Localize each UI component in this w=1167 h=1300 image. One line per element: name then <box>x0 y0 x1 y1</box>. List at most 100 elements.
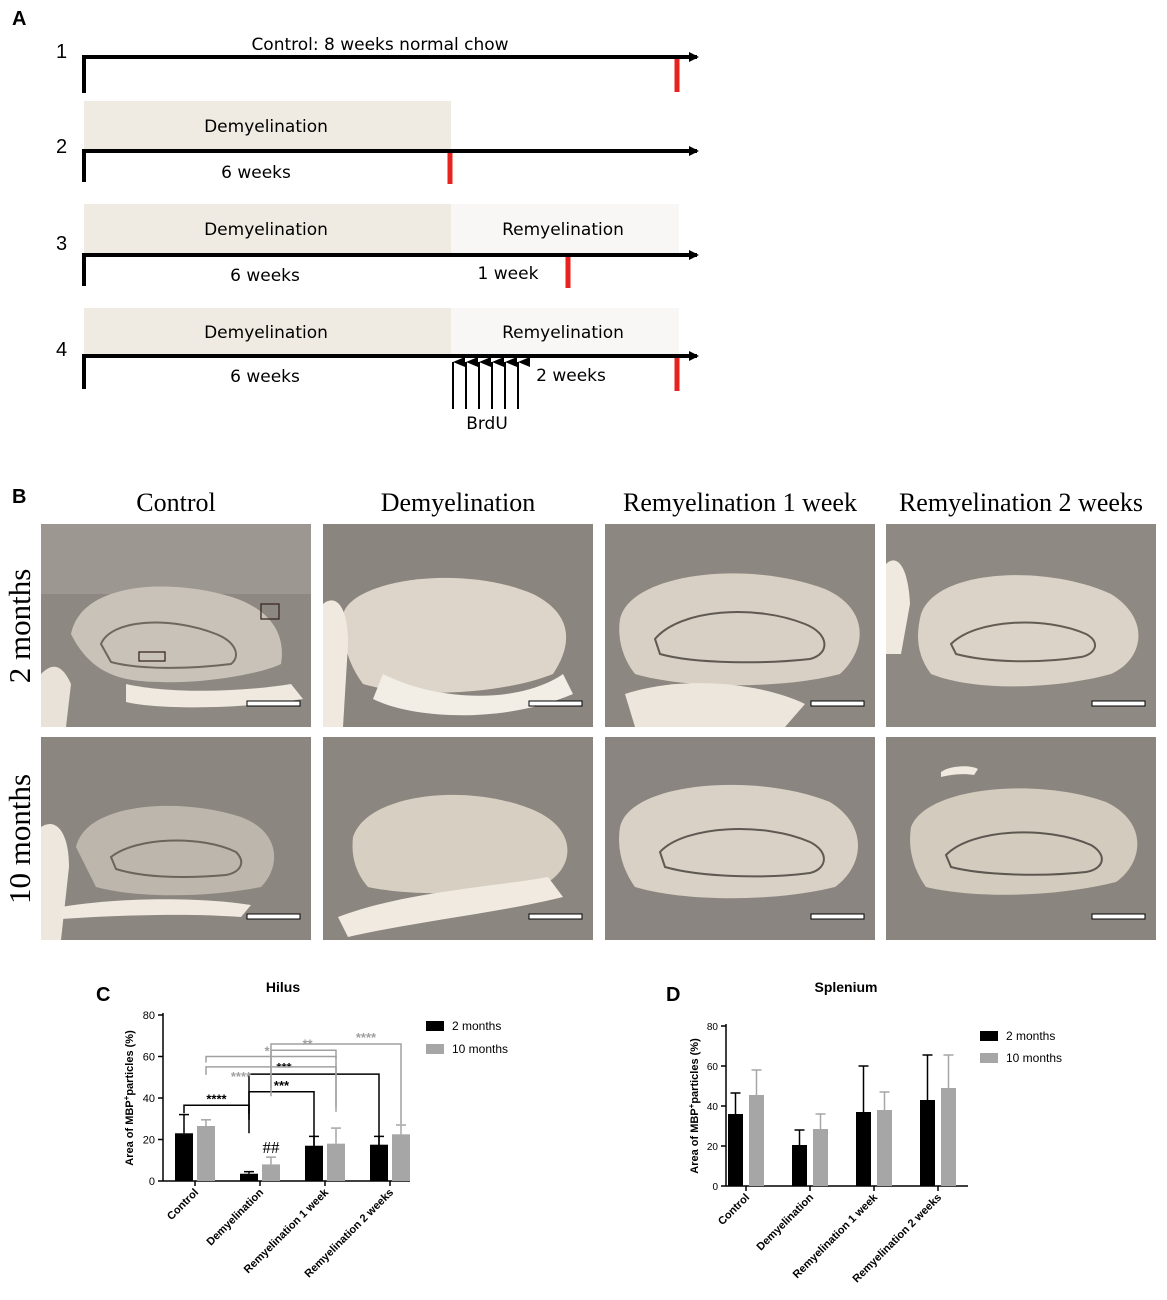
timeline-row-2-number: 2 <box>56 136 67 158</box>
y-axis-label-suffix: particles (%) <box>124 1030 136 1096</box>
bar-10-months-0 <box>749 1095 764 1186</box>
hash-significance-mark: ## <box>263 1138 281 1157</box>
micrograph-2m-remyelination-2-weeks <box>886 524 1156 727</box>
micrograph-10m-remyelination-2-weeks <box>886 737 1156 940</box>
micrograph-row-2-months-wrap: 2 months <box>2 524 38 727</box>
timeline-row-1-title: Control: 8 weeks normal chow <box>251 35 508 55</box>
bar-10-months-2 <box>877 1110 892 1186</box>
legend-swatch-1 <box>980 1053 998 1063</box>
x-category-label: Demyelination <box>754 1191 816 1253</box>
x-category-label: Demyelination <box>204 1186 266 1248</box>
bar-10-months-3 <box>941 1088 956 1186</box>
sig-bracket-control-vs-demyelination <box>183 1104 250 1134</box>
y-tick-label: 20 <box>707 1142 719 1153</box>
timeline-row-4-phase1-label: Demyelination <box>204 323 328 343</box>
y-axis-label-prefix: Area of MBP <box>124 1100 136 1165</box>
bar-10-months-1 <box>262 1164 280 1181</box>
y-tick-label: 60 <box>143 1052 155 1064</box>
bar-10-months-0 <box>197 1126 215 1181</box>
timeline-diagram: 1 Control: 8 weeks normal chow 2 Demyeli… <box>56 35 699 434</box>
bar-10-months-3 <box>392 1134 410 1181</box>
hilus-bar-chart: Hilus 0 20 40 60 80 Area of MBP+particles (%) C… <box>122 979 508 1280</box>
timeline-row-3-phase2-label: Remyelination <box>502 220 624 240</box>
timeline-row-2-duration: 6 weeks <box>221 163 291 183</box>
brdu-label: BrdU <box>466 414 508 434</box>
bar-2-months-1 <box>240 1173 258 1181</box>
y-tick-label: 0 <box>712 1182 718 1193</box>
brdu-injection-arrows <box>452 357 530 409</box>
sig-bracket-demyelination-vs-remyelination-2w <box>248 1073 380 1157</box>
y-axis-label: Area of MBP+particles (%) <box>687 1038 701 1174</box>
bar-2-months-1 <box>792 1145 807 1186</box>
micrograph-row-10-months-wrap: 10 months <box>2 737 38 940</box>
x-category-label: Control <box>165 1187 201 1223</box>
micrograph-column-demyelination: Demyelination <box>380 488 536 517</box>
y-axis-label-prefix: Area of MBP <box>689 1108 701 1173</box>
micrograph-2m-control <box>41 524 311 727</box>
legend-swatch-1 <box>426 1044 444 1054</box>
sig-stars-gray-demyelination-vs-remyelination-2w: **** <box>356 1030 377 1045</box>
sig-bracket-demyelination-vs-remyelination-1w <box>248 1091 315 1178</box>
y-tick-label: 60 <box>707 1062 719 1073</box>
timeline-row-4-remyelination-box <box>451 308 679 356</box>
micrograph-column-remyelination-1-week: Remyelination 1 week <box>623 488 857 517</box>
legend-label-1: 10 months <box>1006 1051 1062 1065</box>
bar-2-months-2 <box>856 1112 871 1186</box>
bar-2-months-3 <box>370 1144 388 1181</box>
sig-bracket-gray-demyelination-vs-remyelination-2w <box>270 1043 402 1125</box>
micrograph-10m-control <box>41 737 311 940</box>
timeline-row-3-demyelination-box <box>84 204 451 253</box>
sig-stars-control-vs-demyelination: **** <box>206 1091 227 1106</box>
timeline-row-2-phase-label: Demyelination <box>204 117 328 137</box>
sig-stars-gray-demyelination-vs-remyelination-1w: * <box>264 1044 270 1059</box>
chart-title: Hilus <box>266 979 300 995</box>
y-axis-label-superscript: + <box>687 1103 696 1108</box>
timeline-row-4-number: 4 <box>56 339 67 361</box>
micrograph-row-2-months: 2 months <box>2 568 37 683</box>
panel-label-a: A <box>12 8 27 30</box>
bar-2-months-0 <box>175 1133 193 1181</box>
timeline-row-3-duration1: 6 weeks <box>230 266 300 286</box>
legend-label-0: 2 months <box>1006 1029 1055 1043</box>
timeline-row-3-number: 3 <box>56 233 67 255</box>
timeline-row-1-number: 1 <box>56 41 67 63</box>
splenium-bar-chart: Splenium 0 20 40 60 80 Area of MBP+particles (… <box>687 979 1062 1285</box>
timeline-row-3-duration2: 1 week <box>478 264 539 284</box>
micrograph-2m-remyelination-1-week <box>605 524 875 727</box>
legend-label-0: 2 months <box>452 1019 501 1033</box>
sig-stars-demyelination-vs-remyelination-2w: *** <box>276 1060 292 1075</box>
legend-label-1: 10 months <box>452 1042 508 1056</box>
timeline-row-3-phase1-label: Demyelination <box>204 220 328 240</box>
bar-2-months-3 <box>920 1100 935 1186</box>
timeline-row-4-phase2-label: Remyelination <box>502 323 624 343</box>
panel-label-c: C <box>96 984 111 1006</box>
bar-10-months-1 <box>813 1129 828 1186</box>
legend-swatch-0 <box>426 1021 444 1031</box>
y-tick-label: 80 <box>707 1022 719 1033</box>
micrograph-column-remyelination-2-weeks: Remyelination 2 weeks <box>898 488 1144 517</box>
y-tick-label: 80 <box>143 1010 155 1022</box>
sig-stars-demyelination-vs-remyelination-1w: *** <box>274 1078 290 1093</box>
panel-label-d: D <box>666 984 681 1006</box>
bar-2-months-0 <box>728 1114 743 1186</box>
y-tick-label: 40 <box>143 1093 155 1105</box>
timeline-row-4-duration2: 2 weeks <box>536 366 606 386</box>
y-tick-label: 40 <box>707 1102 719 1113</box>
bar-10-months-2 <box>327 1143 345 1181</box>
timeline-row-4-demyelination-box <box>84 308 451 356</box>
timeline-row-3-remyelination-box <box>451 204 679 253</box>
micrograph-column-control: Control <box>136 488 216 517</box>
micrograph-row-10-months: 10 months <box>2 773 37 904</box>
micrograph-10m-remyelination-1-week <box>605 737 875 940</box>
panel-label-b: B <box>12 486 27 508</box>
micrograph-2m-demyelination <box>323 524 593 727</box>
micrograph-10m-demyelination <box>323 737 593 940</box>
y-axis-label: Area of MBP+particles (%) <box>122 1030 136 1166</box>
legend-swatch-0 <box>980 1031 998 1041</box>
y-tick-label: 0 <box>149 1176 155 1188</box>
timeline-row-2-demyelination-box <box>84 101 451 150</box>
sig-stars-gray-control-vs-demyelination: **** <box>231 1069 252 1084</box>
y-axis-label-superscript: + <box>122 1095 131 1100</box>
chart-title: Splenium <box>814 979 877 995</box>
y-axis-label-suffix: particles (%) <box>689 1038 701 1104</box>
